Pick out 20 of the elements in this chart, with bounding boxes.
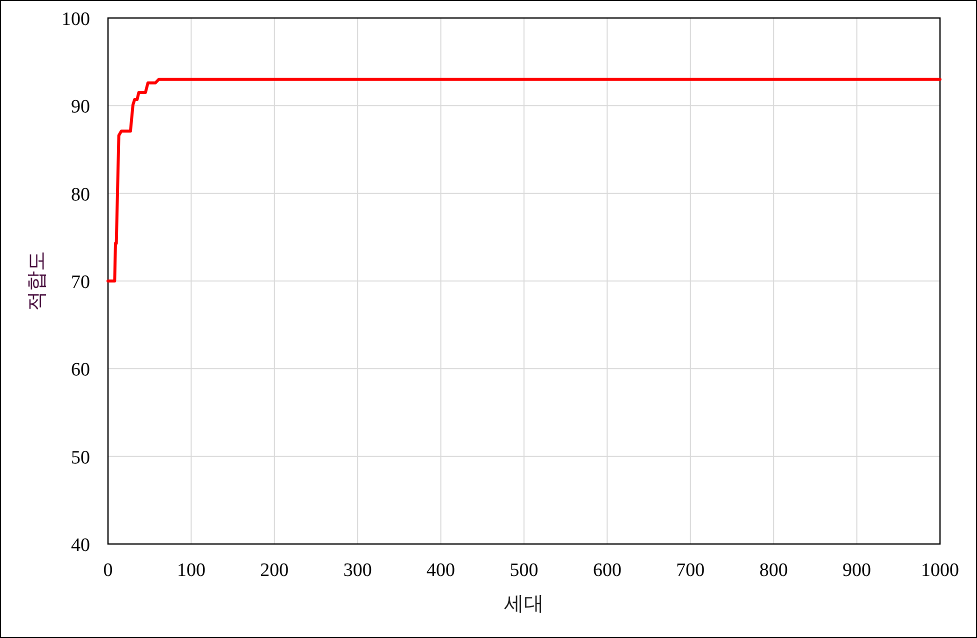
y-tick-label: 60 <box>71 360 90 381</box>
x-tick-label: 900 <box>842 560 872 581</box>
x-tick-label: 700 <box>676 560 705 581</box>
x-axis-title: 세대 <box>504 591 544 615</box>
y-tick-label: 90 <box>71 96 90 118</box>
x-tick-label: 200 <box>260 560 289 581</box>
x-tick-label: 500 <box>510 560 538 581</box>
y-tick-label: 40 <box>71 535 90 556</box>
x-tick-label: 800 <box>759 560 788 581</box>
x-tick-label: 0 <box>103 560 113 581</box>
x-tick-label: 1000 <box>921 560 959 581</box>
x-tick-label: 400 <box>426 560 456 581</box>
x-tick-label: 600 <box>592 560 622 581</box>
y-tick-label: 100 <box>62 9 90 30</box>
y-tick-label: 50 <box>71 447 90 468</box>
y-tick-label: 70 <box>71 272 90 293</box>
x-tick-label: 100 <box>176 560 206 581</box>
x-tick-label: 300 <box>343 560 372 581</box>
y-axis-title: 적합도 <box>24 251 48 311</box>
y-tick-label: 80 <box>71 184 90 206</box>
